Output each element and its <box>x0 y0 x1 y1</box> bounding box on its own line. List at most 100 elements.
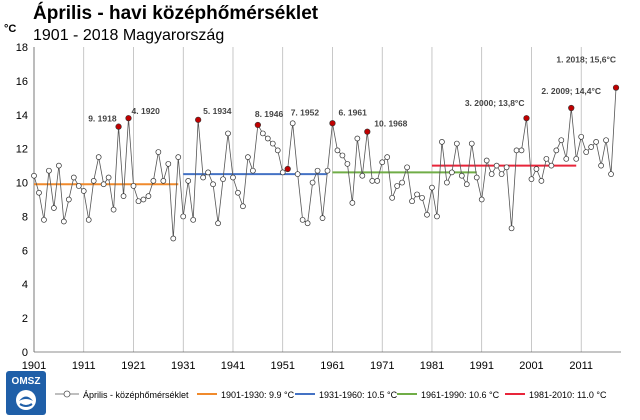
highlight-label: 7. 1952 <box>291 107 320 117</box>
x-tick-label: 1951 <box>270 360 294 372</box>
data-point <box>36 189 42 196</box>
data-point <box>339 152 346 159</box>
highlight-point <box>115 123 122 130</box>
highlight-point <box>195 116 202 123</box>
x-tick-label: 1901 <box>22 360 46 372</box>
omsz-logo: OMSZ <box>6 371 46 415</box>
data-point <box>220 176 226 183</box>
data-point <box>538 178 545 184</box>
data-point <box>424 211 430 218</box>
data-point <box>508 225 515 232</box>
data-point <box>80 188 87 194</box>
legend-item: 1961-1990: 10.6 °C <box>397 386 499 404</box>
data-point <box>274 147 281 154</box>
highlight-point <box>364 128 371 135</box>
data-point <box>135 198 142 205</box>
data-point <box>85 216 92 223</box>
data-point <box>483 157 490 164</box>
data-point <box>269 140 276 147</box>
data-point <box>51 205 57 211</box>
data-point <box>259 130 266 137</box>
highlight-label: 2. 2009; 14,4°C <box>541 86 601 96</box>
data-point <box>399 179 405 186</box>
highlight-label: 1. 2018; 15,6°C <box>556 55 616 65</box>
x-tick-label: 1941 <box>221 360 245 372</box>
x-tick-label: 1981 <box>420 360 444 372</box>
data-point <box>160 178 167 184</box>
data-point <box>105 174 112 181</box>
highlight-point <box>284 165 291 173</box>
data-point <box>299 216 306 223</box>
data-point <box>225 130 231 137</box>
data-point <box>245 154 251 160</box>
data-point <box>100 181 107 188</box>
data-point <box>468 140 475 147</box>
y-tick-label: 2 <box>22 313 28 325</box>
data-point <box>593 139 599 145</box>
highlight-label: 8. 1946 <box>255 109 284 119</box>
data-point <box>319 215 326 221</box>
highlight-label: 6. 1961 <box>338 107 367 117</box>
data-point <box>145 193 152 199</box>
data-point <box>344 161 351 167</box>
data-point <box>90 178 97 184</box>
data-point <box>155 149 162 155</box>
data-point <box>493 162 500 169</box>
data-point <box>498 171 505 177</box>
chart-title: Április - havi középhőmérséklet <box>33 3 319 24</box>
data-point <box>369 178 376 184</box>
legend-item: 1981-2010: 11.0 °C <box>505 386 607 404</box>
data-point <box>359 172 366 179</box>
data-point <box>553 147 560 154</box>
data-point <box>444 179 450 186</box>
data-point <box>130 183 137 189</box>
data-point <box>314 167 321 174</box>
data-point <box>185 178 192 184</box>
data-point <box>31 172 37 179</box>
y-tick-label: 14 <box>16 110 28 122</box>
highlight-point <box>125 115 132 122</box>
data-point <box>558 137 565 144</box>
legend-line-icon <box>197 389 217 401</box>
highlight-point <box>523 115 530 122</box>
data-point <box>279 169 286 176</box>
data-point <box>389 194 396 201</box>
series-line <box>33 87 617 239</box>
y-tick-label: 18 <box>16 42 28 54</box>
x-tick-label: 1971 <box>370 360 394 372</box>
data-point <box>463 181 470 188</box>
x-tick-label: 2011 <box>569 360 593 372</box>
data-point <box>235 189 241 196</box>
data-point <box>56 162 62 169</box>
data-point <box>41 216 47 223</box>
data-point <box>304 220 311 227</box>
data-point <box>334 147 341 154</box>
y-tick-label: 0 <box>22 347 28 359</box>
legend-item: 1931-1960: 10.5 °C <box>295 386 397 404</box>
data-point <box>583 149 590 155</box>
data-point <box>264 135 271 142</box>
highlight-label: 3. 2000; 13,8°C <box>465 98 525 108</box>
y-tick-label: 8 <box>22 211 28 223</box>
data-point <box>439 139 445 145</box>
legend-label: 1981-2010: 11.0 °C <box>529 390 607 400</box>
data-point <box>588 144 595 150</box>
highlight-label: 4. 1920 <box>132 106 161 116</box>
data-point <box>528 176 535 183</box>
legend-line-icon <box>505 389 525 401</box>
data-point <box>449 169 455 176</box>
data-point <box>478 196 485 203</box>
y-tick-label: 4 <box>22 279 28 291</box>
highlight-point <box>568 104 575 112</box>
data-point <box>379 159 386 166</box>
data-point <box>548 162 555 169</box>
data-point <box>46 167 52 174</box>
y-tick-label: 12 <box>16 144 28 156</box>
data-point <box>205 169 211 176</box>
data-point <box>429 184 435 191</box>
data-point <box>175 154 182 160</box>
x-tick-label: 1961 <box>320 360 344 372</box>
data-point <box>384 154 391 160</box>
data-point <box>150 178 157 184</box>
